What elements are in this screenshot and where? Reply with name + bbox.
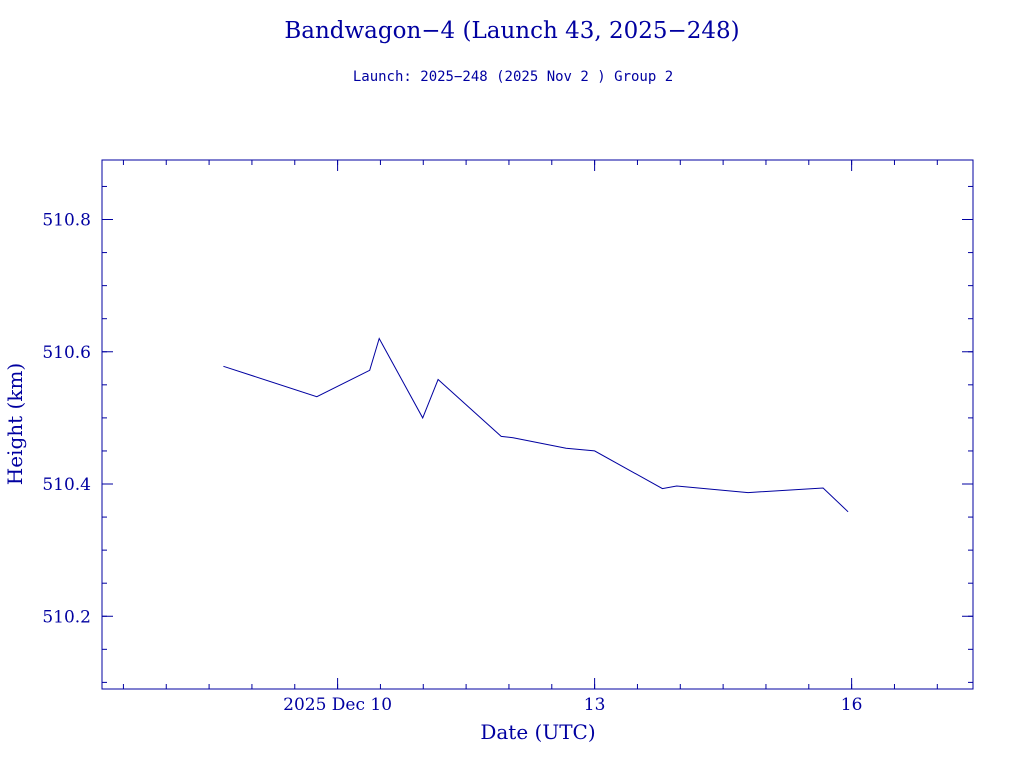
y-tick-label: 510.6 (42, 343, 91, 363)
y-tick-label: 510.2 (42, 607, 91, 627)
series-layer (223, 337, 849, 513)
x-tick-label: 16 (841, 695, 863, 715)
x-axis: 2025 Dec 10 13 16 (122, 160, 938, 715)
y-tick-label: 510.4 (42, 475, 91, 495)
y-axis-label: Height (km) (3, 363, 27, 485)
y-tick-label: 510.8 (42, 211, 91, 231)
x-tick-label: 13 (584, 695, 606, 715)
x-tick-label: 2025 Dec 10 (283, 695, 392, 715)
chart-title: Bandwagon−4 (Launch 43, 2025−248) (284, 18, 739, 44)
plot-frame (101, 159, 974, 690)
series-line (223, 337, 849, 513)
y-axis: 510.2 510.4 510.6 510.8 (42, 185, 973, 683)
x-axis-label: Date (UTC) (480, 720, 595, 744)
chart-subtitle: Launch: 2025−248 (2025 Nov 2 ) Group 2 (353, 69, 673, 85)
